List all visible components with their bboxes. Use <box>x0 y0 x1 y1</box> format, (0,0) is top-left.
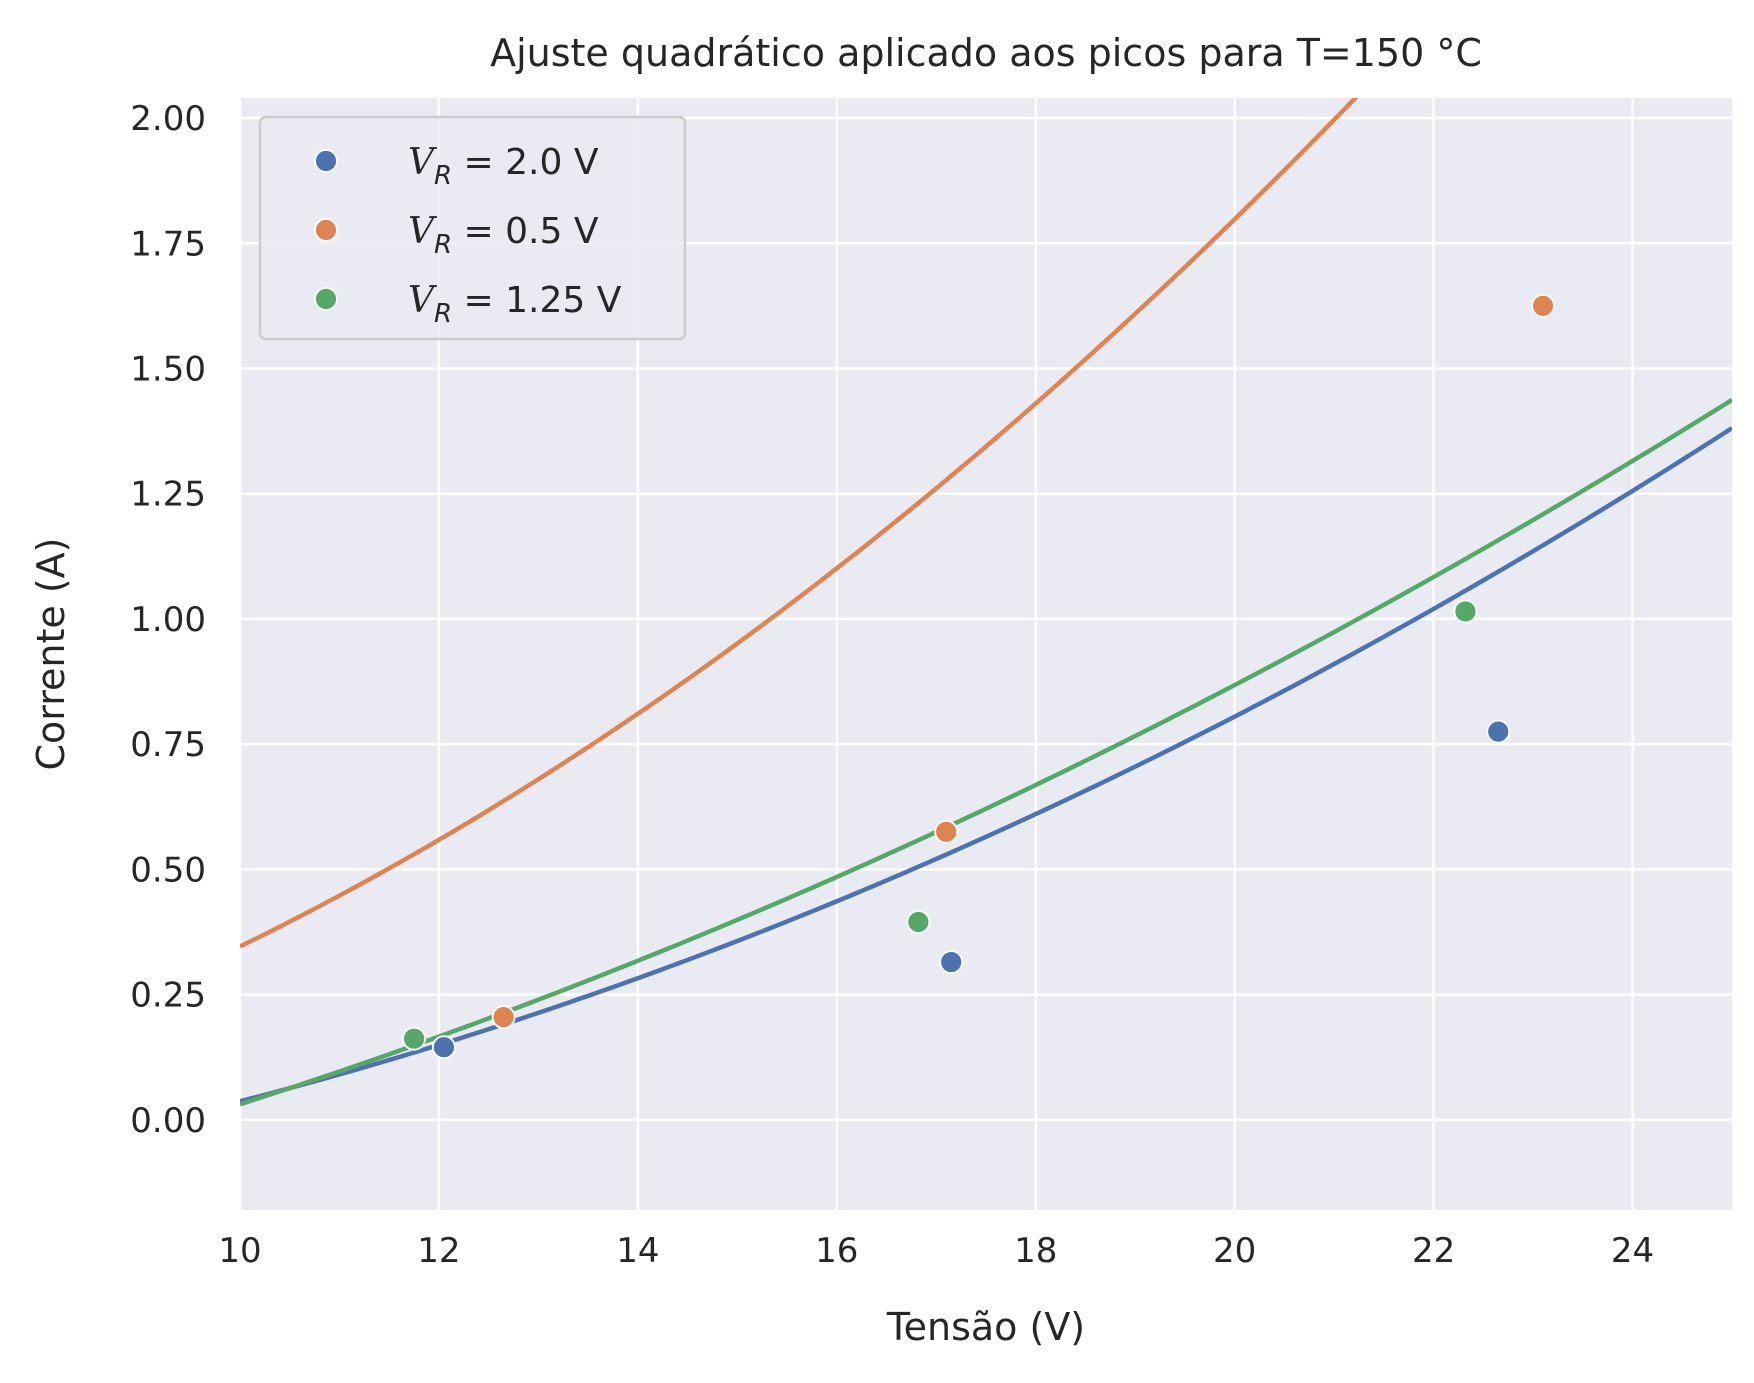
y-tick-label: 0.25 <box>130 976 206 1016</box>
y-axis-label: Corrente (A) <box>29 538 73 771</box>
legend-marker-series-2 <box>314 287 338 311</box>
chart-title: Ajuste quadrático aplicado aos picos par… <box>490 31 1482 75</box>
data-point-series-1 <box>1531 293 1555 318</box>
x-axis-label: Tensão (V) <box>886 1305 1085 1349</box>
legend-value: = 1.25 V <box>452 280 622 321</box>
y-tick-label: 0.75 <box>130 725 206 765</box>
fit-curve-series-2 <box>240 398 1732 1107</box>
legend-subscript: R <box>434 299 452 329</box>
legend-var: V <box>408 142 438 183</box>
x-tick-label: 22 <box>1412 1231 1455 1271</box>
legend-label-series-0: VR = 2.0 V <box>408 142 599 191</box>
y-tick-label: 0.00 <box>130 1101 206 1141</box>
y-tick-label: 2.00 <box>130 99 206 139</box>
y-tick-label: 1.00 <box>130 600 206 640</box>
x-tick-label: 14 <box>616 1231 659 1271</box>
legend-marker-series-1 <box>314 218 338 242</box>
data-point-series-0 <box>432 1035 456 1060</box>
y-tick-label: 1.25 <box>130 475 206 515</box>
data-points <box>402 293 1555 1060</box>
data-point-series-0 <box>1486 719 1511 744</box>
legend-label-series-2: VR = 1.25 V <box>408 280 622 329</box>
x-tick-label: 24 <box>1611 1231 1654 1271</box>
legend-var: V <box>408 280 438 321</box>
y-axis-ticks: 0.00 0.25 0.50 0.75 1.00 1.25 1.50 1.75 2.00 <box>130 99 206 1141</box>
data-point-series-1 <box>934 819 959 844</box>
x-tick-label: 10 <box>218 1231 261 1271</box>
legend-marker-series-0 <box>314 149 338 173</box>
y-tick-label: 1.75 <box>130 224 206 264</box>
y-tick-label: 1.50 <box>130 349 206 389</box>
x-tick-label: 16 <box>815 1231 858 1271</box>
legend-value: = 0.5 V <box>452 211 599 252</box>
fit-curves <box>240 98 1732 1107</box>
fit-curve-series-0 <box>240 426 1732 1104</box>
x-tick-label: 18 <box>1014 1231 1057 1271</box>
legend-var: V <box>408 211 438 252</box>
data-point-series-2 <box>402 1026 426 1051</box>
legend-label-series-1: VR = 0.5 V <box>408 211 599 260</box>
x-axis-ticks: 10 12 14 16 18 20 22 24 <box>218 1231 1654 1271</box>
y-tick-label: 0.50 <box>130 850 206 890</box>
legend-frame <box>258 115 687 341</box>
fit-curve-series-1 <box>240 98 1359 949</box>
legend-subscript: R <box>434 161 452 191</box>
data-point-series-0 <box>939 950 964 974</box>
x-tick-label: 20 <box>1213 1231 1256 1271</box>
legend-subscript: R <box>434 230 452 260</box>
legend-value: = 2.0 V <box>452 142 599 183</box>
data-point-series-1 <box>491 1005 516 1030</box>
legend: VR = 2.0 VVR = 0.5 VVR = 1.25 V <box>258 115 687 341</box>
data-point-series-2 <box>1453 599 1478 624</box>
data-point-series-2 <box>906 910 931 934</box>
x-tick-label: 12 <box>417 1231 460 1271</box>
